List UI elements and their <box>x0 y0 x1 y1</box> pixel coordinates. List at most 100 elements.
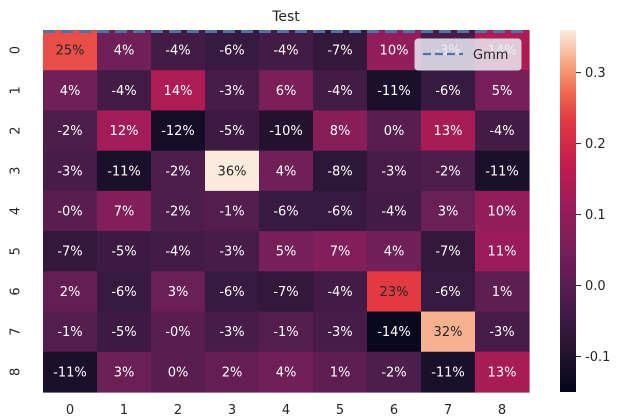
heatmap-cell-label: -7% <box>327 44 352 59</box>
heatmap-cell <box>151 351 206 393</box>
heatmap-cell-label: -6% <box>219 44 244 59</box>
heatmap-cell-label: -1% <box>273 325 298 340</box>
heatmap-cell <box>205 311 260 353</box>
heatmap-cell <box>367 271 422 313</box>
x-axis-ticks: 0 1 2 3 4 5 6 7 8 <box>66 403 506 418</box>
heatmap-cell-label: 5% <box>492 84 513 99</box>
heatmap-cell-label: 7% <box>330 245 351 260</box>
heatmap-cell-label: 14% <box>164 84 193 99</box>
heatmap-cell-label: -11% <box>431 365 465 380</box>
heatmap-cell <box>475 351 530 393</box>
heatmap-cell-label: 1% <box>492 285 513 300</box>
y-tick-label: 6 <box>9 287 24 295</box>
heatmap-cell-label: -2% <box>165 205 190 220</box>
heatmap-cell-label: -6% <box>111 285 136 300</box>
heatmap-cell-label: -4% <box>165 245 190 260</box>
heatmap-cell-label: -3% <box>219 245 244 260</box>
colorbar-tick-label: 0.2 <box>585 137 606 152</box>
heatmap-cell-label: -6% <box>435 84 460 99</box>
x-tick-label: 8 <box>498 403 506 418</box>
heatmap-cell-label: -3% <box>381 164 406 179</box>
x-tick-label: 5 <box>336 403 344 418</box>
heatmap-cell-label: 5% <box>276 245 297 260</box>
heatmap-cell <box>475 150 530 192</box>
legend-label: Gmm <box>473 48 508 63</box>
heatmap-cell-label: -6% <box>327 205 352 220</box>
heatmap-cell <box>367 311 422 353</box>
heatmap-cell <box>97 110 152 152</box>
heatmap-cell-label: -4% <box>381 205 406 220</box>
heatmap-cell <box>43 311 98 353</box>
heatmap-cell-label: 0% <box>384 124 405 139</box>
heatmap-cell <box>313 30 368 71</box>
heatmap-cell <box>259 30 314 71</box>
heatmap-cell-label: -11% <box>107 164 141 179</box>
heatmap-cell <box>259 231 314 272</box>
heatmap-cell <box>421 70 476 112</box>
heatmap-cell-label: -7% <box>57 245 82 260</box>
heatmap-cell <box>43 70 98 112</box>
heatmap-cell <box>151 110 206 152</box>
chart-title: Test <box>271 9 300 25</box>
heatmap-cell <box>259 70 314 112</box>
heatmap-cell <box>421 231 476 272</box>
heatmap-cell-label: 25% <box>56 44 85 59</box>
heatmap-cell-label: -7% <box>273 285 298 300</box>
heatmap-cell-label: -0% <box>165 325 190 340</box>
heatmap-cell <box>151 271 206 313</box>
y-tick-label: 0 <box>9 46 24 54</box>
heatmap-cell-label: 3% <box>114 365 135 380</box>
heatmap-cell <box>97 231 152 272</box>
heatmap-cell <box>259 150 314 192</box>
y-tick-label: 8 <box>8 368 23 376</box>
heatmap-cell <box>97 271 152 313</box>
heatmap-cell <box>421 190 476 232</box>
colorbar-tick-label: 0.1 <box>585 208 606 223</box>
heatmap-cell-label: -14% <box>377 325 411 340</box>
heatmap-cell <box>97 351 152 393</box>
heatmap-cell-label: -2% <box>165 164 190 179</box>
heatmap-cell <box>43 231 98 272</box>
x-tick-label: 7 <box>444 403 452 418</box>
heatmap-cell <box>367 351 422 393</box>
heatmap-cell-label: 36% <box>218 164 247 179</box>
heatmap-cell <box>43 351 98 393</box>
heatmap-cell <box>313 190 368 232</box>
heatmap-cell <box>367 150 422 192</box>
heatmap-cell-label: 4% <box>114 44 135 59</box>
heatmap-cell-label: -5% <box>111 325 136 340</box>
heatmap-cell-label: -0% <box>57 205 82 220</box>
y-tick-label: 7 <box>8 328 23 336</box>
heatmap-cell <box>151 311 206 353</box>
heatmap-cell-label: -1% <box>219 205 244 220</box>
x-tick-label: 1 <box>120 403 128 418</box>
heatmap-cell <box>259 271 314 313</box>
heatmap-cell-label: -2% <box>57 124 82 139</box>
heatmap-cell <box>151 70 206 112</box>
heatmap-cell <box>367 30 422 71</box>
heatmap-cell-label: 11% <box>488 245 517 260</box>
x-tick-label: 4 <box>282 403 290 418</box>
heatmap-cell-label: -6% <box>219 285 244 300</box>
heatmap-cell-label: -2% <box>435 164 460 179</box>
heatmap-cell-label: 4% <box>276 164 297 179</box>
heatmap-cell <box>151 30 206 71</box>
heatmap-cell <box>151 190 206 232</box>
y-tick-label: 4 <box>9 207 24 215</box>
heatmap-cell <box>97 150 152 192</box>
colorbar-tick-label: 0.0 <box>585 279 606 294</box>
heatmap-cell-label: 0% <box>168 365 189 380</box>
heatmap-cell <box>475 190 530 232</box>
heatmap-cell-label: -2% <box>381 365 406 380</box>
y-tick-label: 2 <box>8 126 23 134</box>
heatmap-cell <box>97 70 152 112</box>
colorbar-ticks: -0.1 0.0 0.1 0.2 0.3 <box>576 66 610 365</box>
heatmap-cell-label: -5% <box>219 124 244 139</box>
heatmap-cell <box>43 271 98 313</box>
heatmap-cell <box>259 190 314 232</box>
heatmap-cell-label: 4% <box>276 365 297 380</box>
heatmap-cell-label: -5% <box>111 245 136 260</box>
heatmap-cell-label: 12% <box>110 124 139 139</box>
heatmap-cell <box>313 351 368 393</box>
